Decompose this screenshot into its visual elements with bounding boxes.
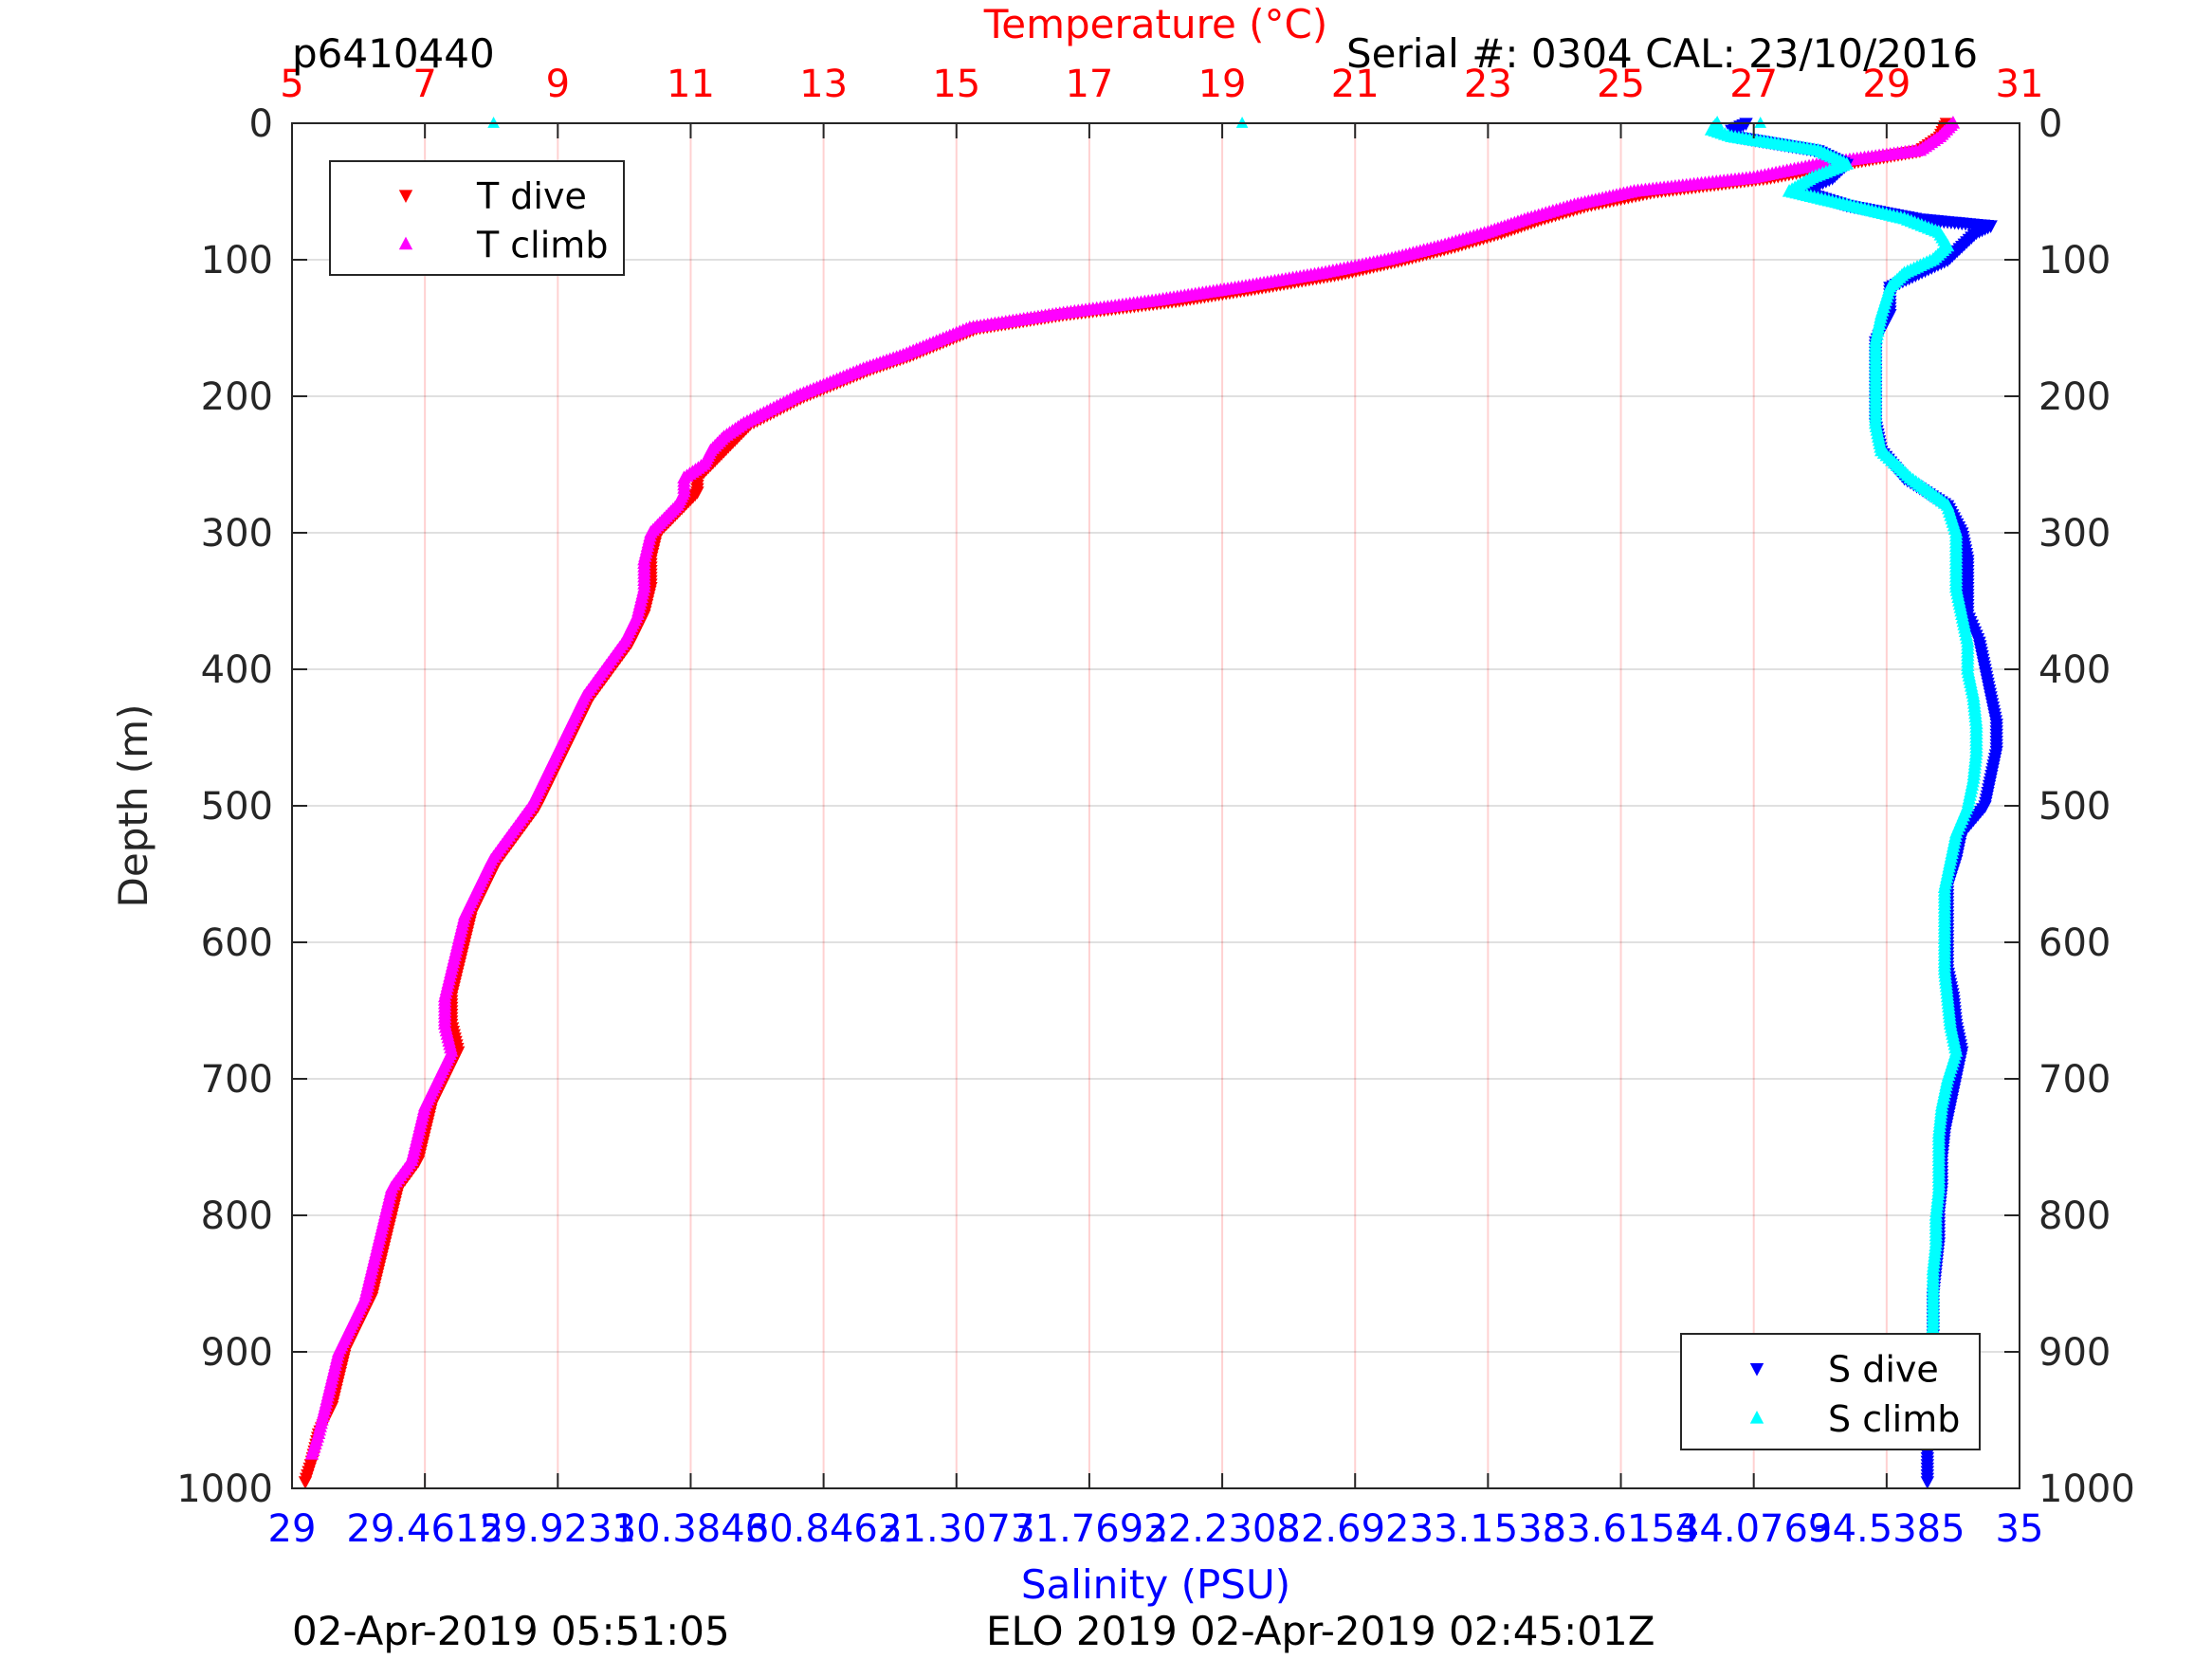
depth-tick-label-left: 100 bbox=[201, 239, 273, 283]
surface-marker bbox=[1235, 117, 1249, 128]
salinity-tick-label: 29 bbox=[268, 1507, 317, 1551]
data-point bbox=[304, 1447, 320, 1460]
legend-box bbox=[329, 160, 625, 276]
depth-axis-title: Depth (m) bbox=[110, 704, 156, 908]
legend: T dive T climb bbox=[329, 160, 625, 276]
profile-id: p6410440 bbox=[292, 30, 495, 77]
depth-tick-label-left: 300 bbox=[201, 512, 273, 556]
depth-tick-label-left: 900 bbox=[201, 1331, 273, 1375]
salinity-tick-label: 33.6154 bbox=[1543, 1507, 1699, 1551]
temperature-tick-label: 11 bbox=[667, 63, 715, 106]
legend-label: T dive bbox=[476, 175, 587, 217]
legend-label: S climb bbox=[1828, 1398, 1960, 1440]
temperature-tick-label: 15 bbox=[932, 63, 980, 106]
data-layer bbox=[298, 116, 2003, 1489]
depth-tick-label-left: 600 bbox=[201, 921, 273, 965]
depth-tick-label-right: 700 bbox=[2038, 1058, 2111, 1102]
legend-label: S dive bbox=[1828, 1349, 1939, 1391]
temperature-tick-label: 27 bbox=[1729, 63, 1778, 106]
salinity-axis-title: Salinity (PSU) bbox=[1021, 1561, 1290, 1608]
salinity-tick-label: 34.5385 bbox=[1808, 1507, 1965, 1551]
series-surface-markers bbox=[487, 117, 1766, 128]
salinity-tick-label: 32.2308 bbox=[1143, 1507, 1300, 1551]
serial-cal-label: Serial #: 0304 CAL: 23/10/2016 bbox=[1346, 30, 1979, 77]
depth-tick-label-left: 0 bbox=[249, 102, 273, 146]
legend: S dive S climb bbox=[1680, 1333, 1981, 1450]
temperature-tick-label: 31 bbox=[1996, 63, 2044, 106]
legend-box bbox=[1680, 1333, 1981, 1450]
legend-marker bbox=[1749, 1411, 1764, 1424]
temperature-tick-label: 23 bbox=[1464, 63, 1512, 106]
salinity-tick-label: 32.6923 bbox=[1277, 1507, 1434, 1551]
depth-tick-label-left: 700 bbox=[201, 1058, 273, 1102]
temperature-tick-label: 7 bbox=[412, 63, 436, 106]
mission-stamp: ELO 2019 02-Apr-2019 02:45:01Z bbox=[986, 1608, 1655, 1654]
temperature-axis-title: Temperature (°C) bbox=[983, 1, 1328, 47]
depth-tick-label-right: 800 bbox=[2038, 1194, 2111, 1238]
data-point bbox=[1920, 1476, 1935, 1489]
depth-tick-label-right: 900 bbox=[2038, 1331, 2111, 1375]
timestamp-left: 02-Apr-2019 05:51:05 bbox=[292, 1608, 730, 1654]
legend-marker bbox=[398, 190, 413, 203]
legend-label: T climb bbox=[476, 225, 608, 266]
axes: 5 7 9 11 13 15 17 19 21 23 25 27 29 31 Temperature (°C… bbox=[110, 1, 2135, 1608]
temperature-tick-label: 5 bbox=[280, 63, 303, 106]
depth-tick-label-right: 600 bbox=[2038, 921, 2111, 965]
series-t-climb bbox=[304, 116, 1961, 1460]
depth-tick-label-right: 300 bbox=[2038, 512, 2111, 556]
salinity-tick-label: 33.1538 bbox=[1410, 1507, 1566, 1551]
depth-tick-label-right: 400 bbox=[2038, 648, 2111, 692]
temperature-tick-label: 13 bbox=[799, 63, 848, 106]
temperature-tick-label: 21 bbox=[1331, 63, 1380, 106]
depth-tick-label-right: 0 bbox=[2038, 102, 2062, 146]
salinity-tick-label: 29.4615 bbox=[346, 1507, 503, 1551]
depth-tick-label-left: 500 bbox=[201, 785, 273, 829]
surface-marker bbox=[1754, 117, 1766, 128]
legends: T dive T climb S dive S climb bbox=[329, 160, 1981, 1450]
depth-tick-label-left: 800 bbox=[201, 1194, 273, 1238]
salinity-tick-label: 31.7692 bbox=[1011, 1507, 1167, 1551]
salinity-tick-label: 34.0769 bbox=[1675, 1507, 1832, 1551]
temperature-tick-label: 9 bbox=[546, 63, 570, 106]
salinity-tick-label: 29.9231 bbox=[480, 1507, 636, 1551]
legend-marker bbox=[1749, 1363, 1764, 1376]
legend-marker bbox=[398, 236, 413, 250]
temperature-tick-label: 29 bbox=[1862, 63, 1910, 106]
salinity-tick-label: 30.3846 bbox=[612, 1507, 769, 1551]
depth-tick-label-right: 200 bbox=[2038, 375, 2111, 419]
salinity-tick-label: 31.3077 bbox=[878, 1507, 1034, 1551]
depth-tick-label-right: 100 bbox=[2038, 239, 2111, 283]
temperature-tick-label: 19 bbox=[1198, 63, 1247, 106]
depth-tick-label-left: 400 bbox=[201, 648, 273, 692]
surface-marker bbox=[487, 117, 500, 128]
depth-tick-label-right: 1000 bbox=[2038, 1468, 2135, 1511]
temperature-tick-label: 17 bbox=[1065, 63, 1113, 106]
depth-tick-label-left: 1000 bbox=[176, 1468, 273, 1511]
data-point bbox=[298, 1476, 313, 1489]
depth-tick-label-right: 500 bbox=[2038, 785, 2111, 829]
temperature-tick-label: 25 bbox=[1597, 63, 1645, 106]
salinity-tick-label: 35 bbox=[1996, 1507, 2044, 1551]
depth-tick-label-left: 200 bbox=[201, 375, 273, 419]
salinity-tick-label: 30.8462 bbox=[745, 1507, 902, 1551]
